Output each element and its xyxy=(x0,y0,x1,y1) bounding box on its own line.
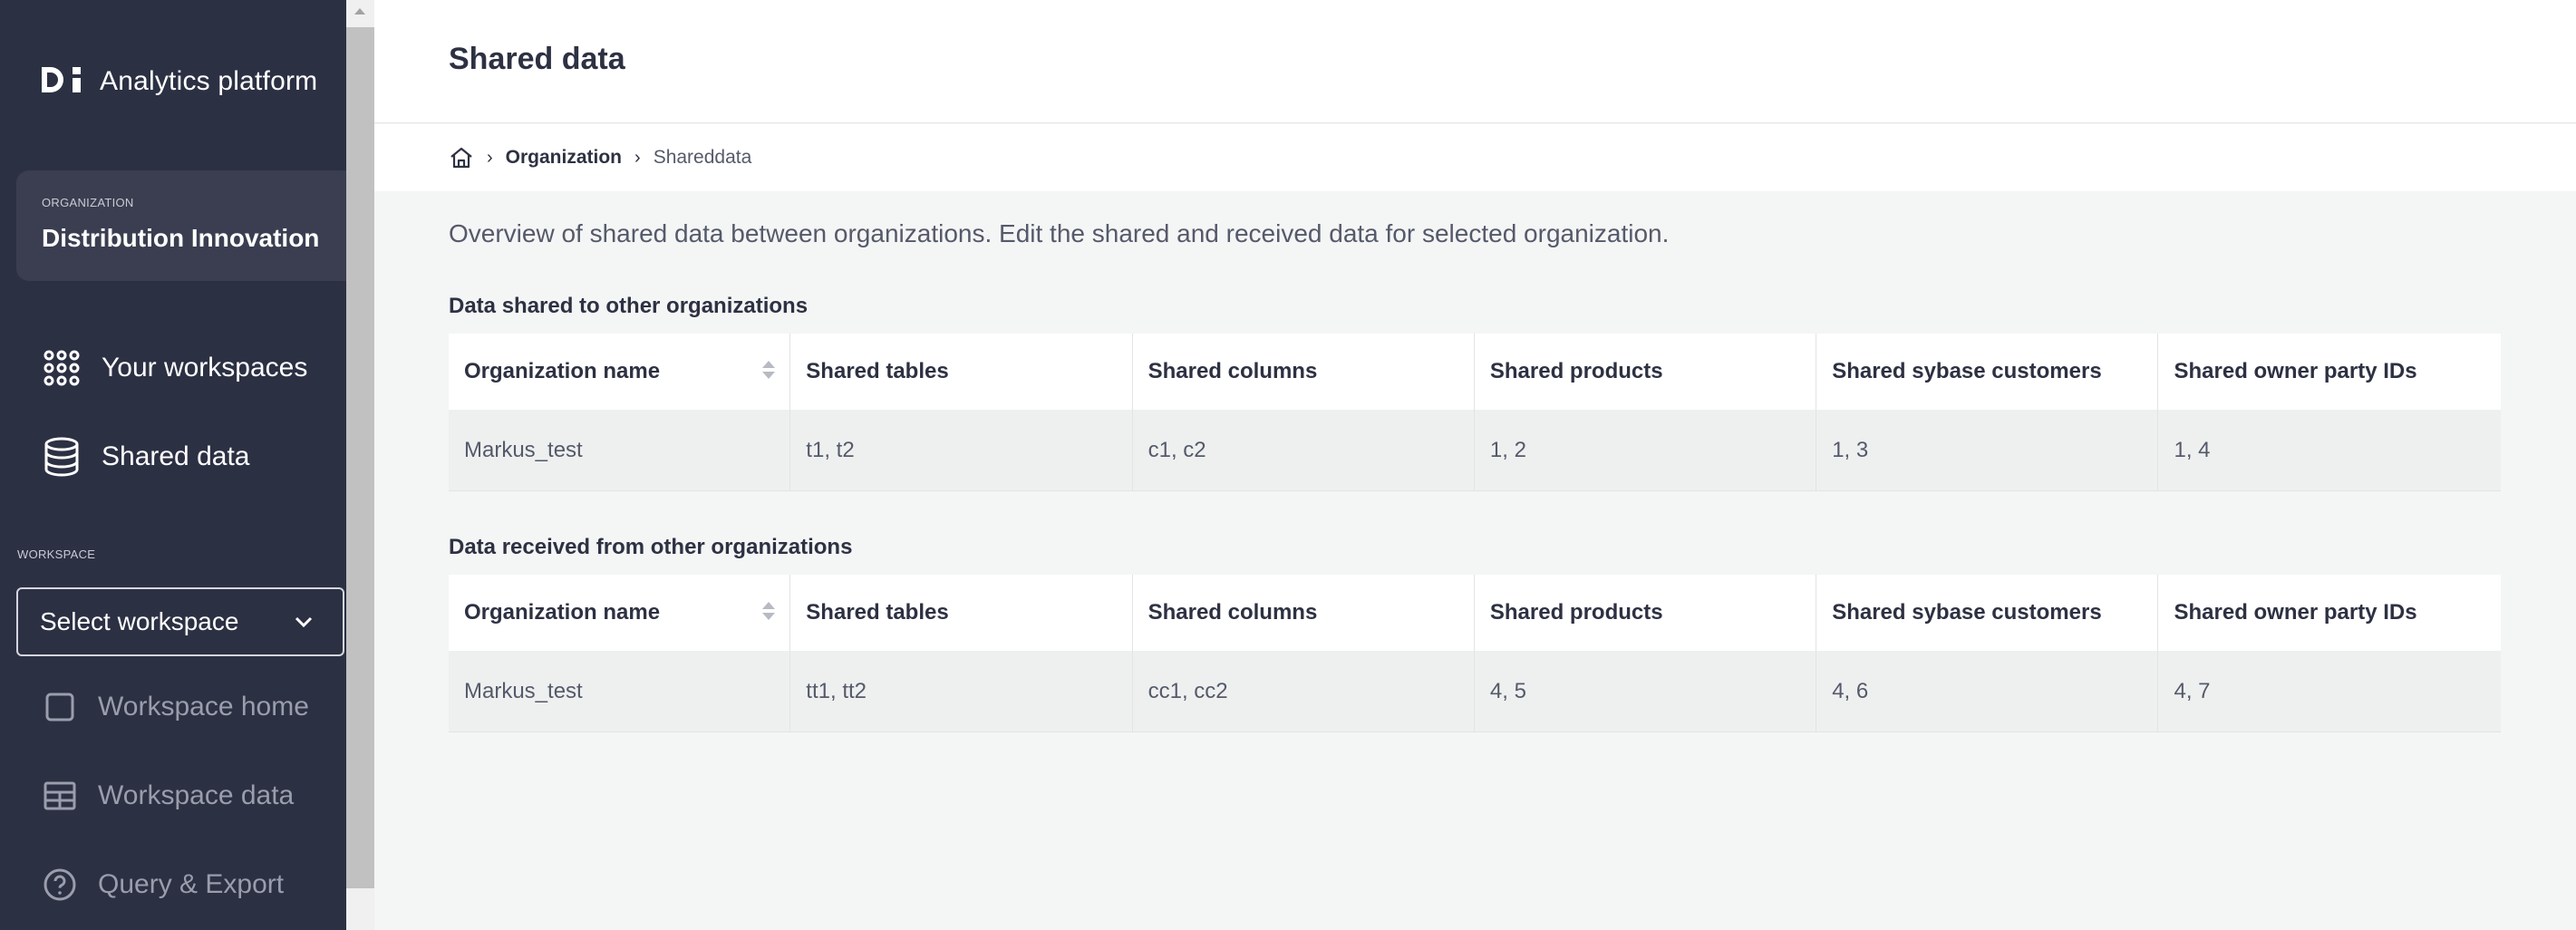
table-cell: 1, 3 xyxy=(1816,410,2159,490)
home-icon[interactable] xyxy=(449,146,474,170)
breadcrumb: › Organization › Shareddata xyxy=(449,146,751,170)
table-cell: 4, 7 xyxy=(2174,678,2211,703)
shared-section-title: Data shared to other organizations xyxy=(449,294,809,318)
shared-data-table: Organization name Shared tables Shared c… xyxy=(449,334,2501,491)
received-section-title: Data received from other organizations xyxy=(449,535,853,559)
sort-icon[interactable] xyxy=(762,361,776,379)
brand-name: Analytics platform xyxy=(100,66,318,96)
nav-workspace-home[interactable]: Workspace home xyxy=(42,689,309,725)
nav-shared-data[interactable]: Shared data xyxy=(42,437,249,477)
breadcrumb-organization[interactable]: Organization xyxy=(505,147,623,168)
scroll-thumb[interactable] xyxy=(346,27,374,888)
column-header-organization-name[interactable]: Organization name xyxy=(449,334,791,410)
sidebar: Analytics platform ORGANIZATION Distribu… xyxy=(0,0,346,930)
nav-label: Workspace home xyxy=(98,692,309,722)
intro-text: Overview of shared data between organiza… xyxy=(449,219,1670,247)
sort-icon[interactable] xyxy=(762,602,776,620)
workspace-select[interactable]: Select workspace xyxy=(16,587,344,656)
table-cell: Markus_test xyxy=(449,651,791,731)
column-header: Shared sybase customers xyxy=(1816,334,2159,410)
main-content: Shared data › Organization › Shareddata … xyxy=(374,0,2576,930)
chevron-right-icon: › xyxy=(487,147,493,168)
column-header: Shared owner party IDs xyxy=(2174,600,2417,625)
column-header: Shared owner party IDs xyxy=(2174,359,2417,383)
square-icon xyxy=(45,693,74,722)
chevron-right-icon: › xyxy=(634,147,641,168)
nav-label: Query & Export xyxy=(98,869,285,899)
nav-query-export[interactable]: Query & Export xyxy=(42,867,284,903)
help-circle-icon xyxy=(44,868,76,901)
table-cell: 4, 5 xyxy=(1475,651,1817,731)
table-header-row: Organization name Shared tables Shared c… xyxy=(449,334,2501,410)
column-header: Shared sybase customers xyxy=(1816,575,2159,651)
grid-icon xyxy=(44,350,80,386)
table-cell: tt1, tt2 xyxy=(790,651,1133,731)
table-cell: cc1, cc2 xyxy=(1133,651,1475,731)
brand[interactable]: Analytics platform xyxy=(40,62,317,102)
database-icon xyxy=(44,437,79,477)
received-data-table: Organization name Shared tables Shared c… xyxy=(449,575,2501,732)
table-cell: 1, 4 xyxy=(2174,437,2211,462)
nav-label: Your workspaces xyxy=(102,353,308,383)
table-icon xyxy=(44,781,76,810)
column-header-label: Organization name xyxy=(464,359,661,383)
column-header: Shared products xyxy=(1475,575,1817,651)
nav-label: Workspace data xyxy=(98,780,295,810)
column-header-label: Organization name xyxy=(464,600,661,625)
breadcrumb-bar: › Organization › Shareddata xyxy=(374,124,2576,191)
table-cell: t1, t2 xyxy=(790,410,1133,490)
nav-label: Shared data xyxy=(102,441,250,471)
table-cell: c1, c2 xyxy=(1133,410,1475,490)
table-cell: 1, 2 xyxy=(1475,410,1817,490)
column-header: Shared columns xyxy=(1133,334,1475,410)
organization-caption: ORGANIZATION xyxy=(42,196,134,209)
column-header: Shared products xyxy=(1475,334,1817,410)
chevron-down-icon xyxy=(295,616,313,628)
page-header: Shared data xyxy=(374,0,2576,123)
column-header-organization-name[interactable]: Organization name xyxy=(449,575,791,651)
breadcrumb-current: Shareddata xyxy=(653,147,752,168)
table-row[interactable]: Markus_test tt1, tt2 cc1, cc2 4, 5 4, 6 … xyxy=(449,651,2501,732)
workspace-select-value: Select workspace xyxy=(40,607,239,635)
table-row[interactable]: Markus_test t1, t2 c1, c2 1, 2 1, 3 1, 4 xyxy=(449,410,2501,491)
column-header: Shared tables xyxy=(790,575,1133,651)
di-logo-icon xyxy=(42,67,81,92)
column-header: Shared columns xyxy=(1133,575,1475,651)
table-header-row: Organization name Shared tables Shared c… xyxy=(449,575,2501,651)
nav-workspace-data[interactable]: Workspace data xyxy=(42,778,294,814)
column-header: Shared tables xyxy=(790,334,1133,410)
table-cell: 4, 6 xyxy=(1816,651,2159,731)
nav-your-workspaces[interactable]: Your workspaces xyxy=(42,348,307,388)
sidebar-scrollbar[interactable] xyxy=(346,0,374,930)
workspace-caption: WORKSPACE xyxy=(17,547,96,561)
organization-card[interactable]: ORGANIZATION Distribution Innovation xyxy=(16,170,346,281)
scroll-up-arrow-icon[interactable] xyxy=(354,8,365,15)
page-title: Shared data xyxy=(449,42,625,76)
table-cell: Markus_test xyxy=(449,410,791,490)
organization-name: Distribution Innovation xyxy=(42,224,320,252)
